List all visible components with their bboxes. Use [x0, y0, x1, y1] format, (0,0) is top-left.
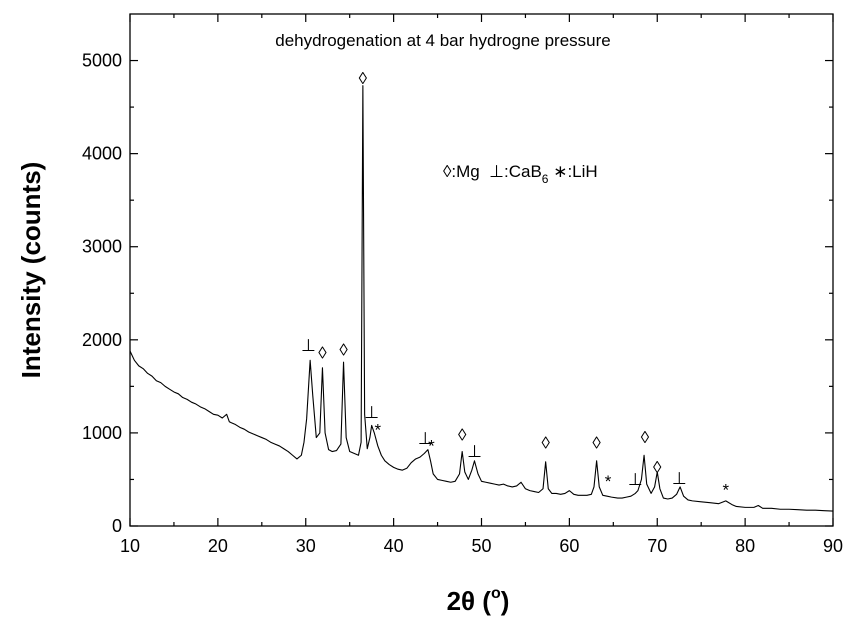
x-tick-label: 90	[823, 536, 843, 556]
peak-marker: ◊	[318, 343, 327, 362]
y-tick-label: 5000	[82, 51, 122, 71]
x-tick-label: 50	[471, 536, 491, 556]
y-tick-label: 3000	[82, 237, 122, 257]
x-axis-label: 2θ (o)	[447, 585, 510, 616]
peak-marker: ⊥	[418, 429, 433, 448]
x-label-part: 2θ (	[447, 586, 492, 616]
legend-part: ◊:Mg ⊥:CaB	[443, 162, 542, 181]
x-label-superscript: o	[491, 585, 501, 602]
x-tick-label: 30	[296, 536, 316, 556]
y-tick-label: 4000	[82, 144, 122, 164]
x-label-part: )	[501, 586, 510, 616]
legend-note: ◊:Mg ⊥:CaB6 ∗:LiH	[443, 162, 598, 186]
peak-marker: ◊	[641, 428, 650, 447]
peak-marker: ⊥	[364, 403, 379, 422]
chart-title: dehydrogenation at 4 bar hydrogne pressu…	[275, 31, 611, 50]
x-tick-label: 70	[647, 536, 667, 556]
peak-marker: *	[428, 437, 435, 456]
y-tick-label: 2000	[82, 330, 122, 350]
y-tick-label: 1000	[82, 423, 122, 443]
peak-marker: ◊	[541, 434, 550, 453]
x-tick-label: 10	[120, 536, 140, 556]
peak-marker: ⊥	[628, 470, 643, 489]
x-tick-label: 20	[208, 536, 228, 556]
x-tick-label: 40	[384, 536, 404, 556]
data-line	[129, 85, 834, 512]
peak-marker: ◊	[458, 425, 467, 444]
peak-marker: ⊥	[672, 469, 687, 488]
legend-part: ∗:LiH	[548, 162, 597, 181]
peak-marker: ⊥	[301, 336, 316, 355]
x-tick-label: 80	[735, 536, 755, 556]
peak-marker: ◊	[592, 434, 601, 453]
peak-marker: *	[374, 421, 381, 440]
peak-marker: ⊥	[467, 442, 482, 461]
peak-marker: ◊	[359, 69, 368, 88]
peak-marker: *	[605, 472, 612, 491]
y-tick-label: 0	[112, 516, 122, 536]
peak-marker: ◊	[339, 341, 348, 360]
peak-marker: *	[722, 480, 729, 499]
x-tick-label: 60	[559, 536, 579, 556]
legend-subscript: 6	[542, 172, 549, 186]
peak-marker: ◊	[653, 458, 662, 477]
y-axis-label: Intensity (counts)	[16, 162, 46, 379]
